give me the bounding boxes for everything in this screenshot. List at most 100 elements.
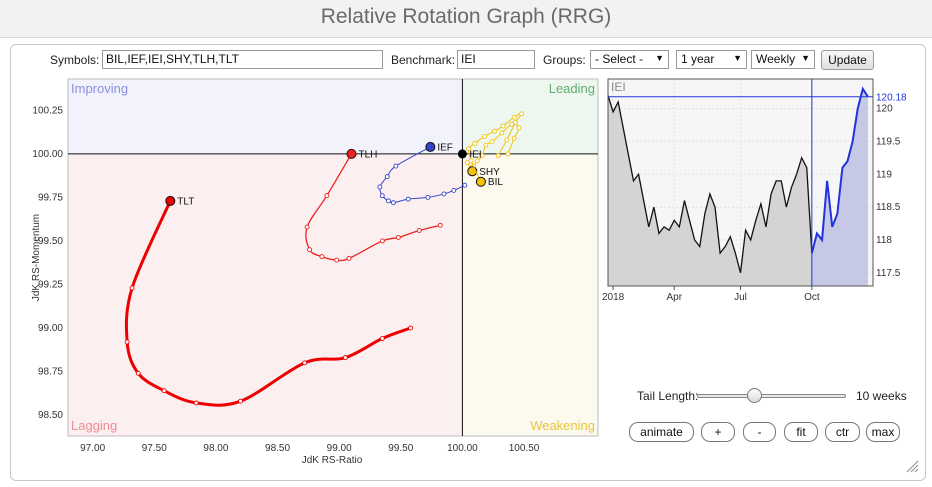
x-tick-label: 100.00 <box>447 443 478 454</box>
groups-select[interactable]: - Select - ▼ <box>590 50 669 69</box>
tail-point-tlt <box>342 355 348 361</box>
frequency-select[interactable]: Weekly ▼ <box>751 50 815 69</box>
x-tick-label: 98.00 <box>203 443 228 454</box>
tail-point-tlh <box>334 257 340 263</box>
tail-point-bil <box>472 140 478 146</box>
tail-point-tlh <box>395 235 401 240</box>
groups-label: Groups: <box>543 53 586 67</box>
price-x-tick-label: Oct <box>804 292 820 303</box>
update-button[interactable]: Update <box>821 50 874 70</box>
tail-point-ief <box>441 191 447 197</box>
tail-point-shy <box>516 125 522 131</box>
price-area <box>608 88 868 286</box>
benchmark-label: Benchmark: <box>391 53 456 67</box>
tail-point-tlt <box>161 388 167 394</box>
tail-length-slider-track[interactable] <box>697 394 846 398</box>
y-tick-label: 99.50 <box>38 236 63 247</box>
x-tick-label: 100.50 <box>509 443 540 454</box>
period-select[interactable]: 1 year ▼ <box>676 50 747 69</box>
quadrant-weakening <box>462 153 598 436</box>
tail-point-tlt <box>193 400 199 406</box>
tail-length-slider-handle[interactable] <box>747 388 763 403</box>
frequency-select-value: Weekly <box>756 52 796 66</box>
tail-point-shy <box>511 135 517 141</box>
head-point-bil <box>475 176 486 187</box>
symbols-input[interactable]: BIL,IEF,IEI,SHY,TLH,TLT <box>102 50 383 69</box>
y-axis-label: JdK RS-Momentum <box>31 214 42 301</box>
price-x-tick-label: Apr <box>666 292 682 303</box>
fit-button[interactable]: fit <box>784 422 818 442</box>
tail-point-tlh <box>304 224 310 230</box>
y-tick-label: 98.75 <box>38 367 63 378</box>
tail-point-bil <box>519 111 525 117</box>
head-label-bil: BIL <box>488 177 503 188</box>
chevron-down-icon: ▼ <box>801 53 810 63</box>
price-tail-line <box>810 86 869 254</box>
tail-point-bil <box>495 153 501 159</box>
quadrant-label-leading: Leading <box>549 81 595 96</box>
tail-point-ief <box>451 188 457 193</box>
tail-point-tlh <box>324 193 330 199</box>
tail-point-ief <box>425 194 431 200</box>
tail-point-ief <box>393 163 399 169</box>
resize-grip-icon[interactable] <box>904 458 920 474</box>
x-tick-label: 97.50 <box>142 443 167 454</box>
price-y-tick-label: 118 <box>876 235 892 246</box>
price-y-tick-label: 117.5 <box>876 268 901 279</box>
tail-point-tlt <box>408 325 414 331</box>
tail-point-tlt <box>135 370 141 376</box>
tail-point-ief <box>384 174 390 179</box>
y-tick-label: 99.75 <box>38 192 63 203</box>
tail-point-ief <box>390 200 396 206</box>
quadrant-label-improving: Improving <box>71 81 128 96</box>
chevron-down-icon: ▼ <box>733 53 742 63</box>
tail-point-tlt <box>302 360 308 366</box>
animate-button[interactable]: animate <box>629 422 694 442</box>
tail-point-ief <box>379 193 385 199</box>
tail-point-bil <box>468 158 474 164</box>
tail-point-tlh <box>307 247 313 253</box>
tail-point-tlt <box>379 336 385 341</box>
price-y-tick-label: 118.5 <box>876 202 901 213</box>
tail-point-shy <box>505 151 511 157</box>
tail-point-shy <box>489 139 495 145</box>
tail-point-tlh <box>416 228 422 233</box>
tail-point-bil <box>482 134 488 139</box>
tail-point-tlh <box>379 238 385 244</box>
center-button[interactable]: ctr <box>825 422 860 442</box>
y-tick-label: 100.25 <box>32 105 63 116</box>
plot-frame <box>67 78 599 437</box>
tail-point-tlt <box>129 285 135 291</box>
page-title-bar: Relative Rotation Graph (RRG) <box>0 0 932 38</box>
tail-point-tlt <box>124 339 130 345</box>
tail-point-shy <box>483 142 489 148</box>
quadrant-improving <box>68 79 463 154</box>
x-tick-label: 98.50 <box>265 443 290 454</box>
benchmark-point <box>457 149 467 159</box>
head-point-ief <box>425 141 436 152</box>
head-label-tlt: TLT <box>177 196 194 207</box>
maximize-button[interactable]: max <box>866 422 900 442</box>
zoom-out-button[interactable]: - <box>743 422 776 442</box>
tail-point-shy <box>474 158 480 164</box>
benchmark-price-chart: IEI 120 119.5 119 118.5 118 117.5 120.18 2018 Apr… <box>602 78 907 303</box>
y-tick-label: 98.50 <box>38 410 63 421</box>
head-label-ief: IEF <box>437 142 453 153</box>
price-chart-title: IEI <box>611 80 626 94</box>
tail-point-tlt <box>238 398 244 404</box>
rrg-chart[interactable]: Improving Leading Lagging Weakening 97.00 97.… <box>31 78 599 466</box>
tail-point-shy <box>479 153 485 159</box>
tail-point-bil <box>492 128 497 134</box>
zoom-in-button[interactable]: + <box>701 422 735 442</box>
symbols-label: Symbols: <box>50 53 100 67</box>
tail-point-bil <box>466 146 472 152</box>
tail-point-shy <box>499 130 505 136</box>
head-label-benchmark: IEI <box>469 149 481 160</box>
tail-point-bil <box>504 137 510 143</box>
benchmark-input[interactable]: IEI <box>457 50 535 69</box>
y-tick-label: 99.00 <box>38 323 63 334</box>
groups-select-value: - Select - <box>595 52 644 66</box>
tail-point-ief <box>405 196 411 202</box>
quadrant-lagging <box>68 153 463 436</box>
price-y-tick-label: 119.5 <box>876 136 901 147</box>
